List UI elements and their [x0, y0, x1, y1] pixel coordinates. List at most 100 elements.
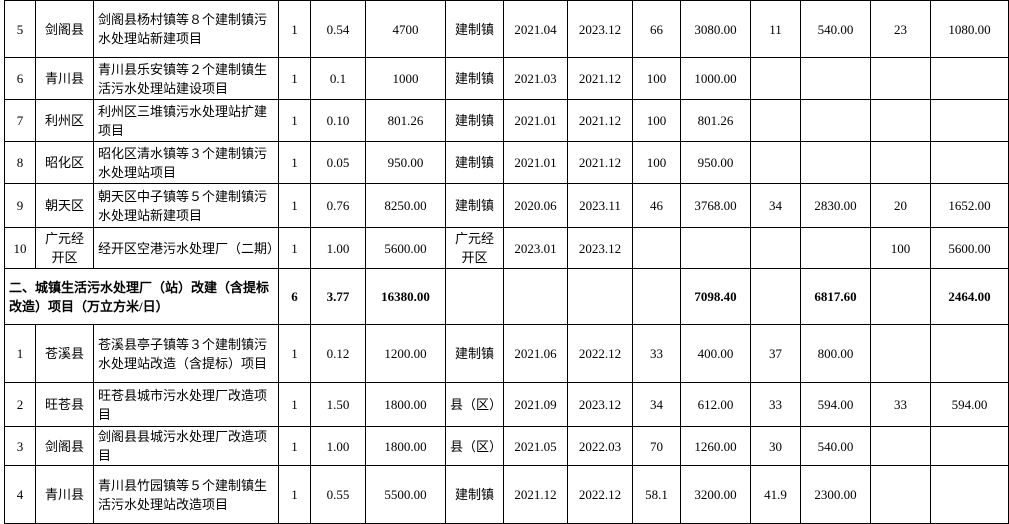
table-cell: 1	[278, 324, 311, 383]
empty-cell	[870, 465, 931, 524]
table-cell: 2023.12	[567, 382, 633, 427]
table-cell: 青川县竹园镇等５个建制镇生活污水处理站改造项目	[93, 465, 279, 524]
table-cell: 5500.00	[365, 465, 446, 524]
empty-cell	[800, 141, 871, 184]
table-cell: 23	[870, 0, 931, 58]
table-cell: 剑阁县县城污水处理厂改造项目	[93, 426, 279, 466]
table-cell: 5	[4, 0, 36, 58]
table-cell: 33	[870, 382, 931, 427]
table-cell: 剑阁县	[35, 0, 94, 58]
empty-cell	[870, 324, 931, 383]
table-cell: 建制镇	[445, 183, 504, 228]
table-cell: 2023.12	[567, 227, 633, 269]
table-cell: 540.00	[800, 426, 871, 466]
table-cell: 剑阁县杨村镇等８个建制镇污水处理站新建项目	[93, 0, 279, 58]
table-cell: 100	[632, 99, 681, 142]
table-cell: 3768.00	[680, 183, 751, 228]
table-row: 1 苍溪县 苍溪县亭子镇等３个建制镇污水处理站改造（含提标）项目 1 0.12 1200.…	[4, 324, 1009, 383]
table-row: 5 剑阁县 剑阁县杨村镇等８个建制镇污水处理站新建项目 1 0.54 4700 建制镇 202…	[4, 0, 1009, 58]
table-cell: 33	[750, 382, 801, 427]
table-cell: 广元经开区	[445, 227, 504, 269]
table-cell: 2021.04	[503, 0, 568, 58]
table-cell: 2021.12	[567, 99, 633, 142]
empty-cell	[632, 268, 681, 325]
table-body: 5 剑阁县 剑阁县杨村镇等８个建制镇污水处理站新建项目 1 0.54 4700 建制镇 202…	[4, 0, 1009, 524]
table-row: 4 青川县 青川县竹园镇等５个建制镇生活污水处理站改造项目 1 0.55 5500.00 建…	[4, 465, 1009, 524]
table-cell: 2	[4, 382, 36, 427]
table-cell: 34	[750, 183, 801, 228]
empty-cell	[750, 99, 801, 142]
empty-cell	[870, 426, 931, 466]
empty-cell	[750, 57, 801, 100]
table-cell: 建制镇	[445, 0, 504, 58]
table-row: 7 利州区 利州区三堆镇污水处理站扩建项目 1 0.10 801.26 建制镇 2021.01…	[4, 99, 1009, 142]
table-cell: 1	[278, 426, 311, 466]
table-cell: 县（区）	[445, 382, 504, 427]
table-cell: 7	[4, 99, 36, 142]
table-cell: 利州区	[35, 99, 94, 142]
empty-cell	[870, 57, 931, 100]
table-cell: 8	[4, 141, 36, 184]
table-cell: 2021.06	[503, 324, 568, 383]
table-cell: 5600.00	[365, 227, 446, 269]
empty-cell	[503, 268, 568, 325]
table-cell: 2300.00	[800, 465, 871, 524]
table-cell: 1	[278, 141, 311, 184]
table-cell: 70	[632, 426, 681, 466]
table-cell: 100	[632, 141, 681, 184]
table-cell: 2022.12	[567, 465, 633, 524]
empty-cell	[930, 141, 1009, 184]
empty-cell	[680, 227, 751, 269]
table-cell: 3	[4, 426, 36, 466]
table-cell: 1652.00	[930, 183, 1009, 228]
table-cell: 建制镇	[445, 99, 504, 142]
empty-cell	[930, 324, 1009, 383]
empty-cell	[870, 141, 931, 184]
table-cell: 1	[278, 99, 311, 142]
empty-cell	[800, 99, 871, 142]
empty-cell	[750, 268, 801, 325]
table-cell: 苍溪县	[35, 324, 94, 383]
table-cell: 1	[4, 324, 36, 383]
table-cell: 11	[750, 0, 801, 58]
empty-cell	[445, 268, 504, 325]
table-cell: 0.55	[310, 465, 366, 524]
table-cell: 400.00	[680, 324, 751, 383]
table-cell: 10	[4, 227, 36, 269]
table-cell: 2830.00	[800, 183, 871, 228]
table-cell: 2022.03	[567, 426, 633, 466]
table-cell: 2021.12	[567, 141, 633, 184]
table-cell: 县（区）	[445, 426, 504, 466]
table-cell: 801.26	[680, 99, 751, 142]
table-cell: 2021.05	[503, 426, 568, 466]
table-cell: 剑阁县	[35, 426, 94, 466]
table-cell: 建制镇	[445, 324, 504, 383]
table-cell: 0.05	[310, 141, 366, 184]
table-cell: 3.77	[310, 268, 366, 325]
table-cell: 0.76	[310, 183, 366, 228]
empty-cell	[870, 268, 931, 325]
empty-cell	[870, 99, 931, 142]
table-cell: 594.00	[800, 382, 871, 427]
empty-cell	[567, 268, 633, 325]
table-cell: 2020.06	[503, 183, 568, 228]
empty-cell	[800, 227, 871, 269]
table-cell: 青川县	[35, 57, 94, 100]
table-cell: 1080.00	[930, 0, 1009, 58]
table-cell: 100	[870, 227, 931, 269]
table-cell: 1260.00	[680, 426, 751, 466]
data-table: 5 剑阁县 剑阁县杨村镇等８个建制镇污水处理站新建项目 1 0.54 4700 建制镇 202…	[4, 0, 1009, 524]
table-cell: 1	[278, 183, 311, 228]
table-cell: 30	[750, 426, 801, 466]
table-cell: 1	[278, 382, 311, 427]
empty-cell	[800, 57, 871, 100]
empty-cell	[930, 426, 1009, 466]
table-row: 6 青川县 青川县乐安镇等２个建制镇生活污水处理站建设项目 1 0.1 1000 建制镇 20…	[4, 57, 1009, 100]
table-cell: 9	[4, 183, 36, 228]
table-cell: 6817.60	[800, 268, 871, 325]
empty-cell	[632, 227, 681, 269]
table-cell: 旺苍县	[35, 382, 94, 427]
table-cell: 2021.01	[503, 99, 568, 142]
table-row: 9 朝天区 朝天区中子镇等５个建制镇污水处理站新建项目 1 0.76 8250.00 建制镇…	[4, 183, 1009, 228]
